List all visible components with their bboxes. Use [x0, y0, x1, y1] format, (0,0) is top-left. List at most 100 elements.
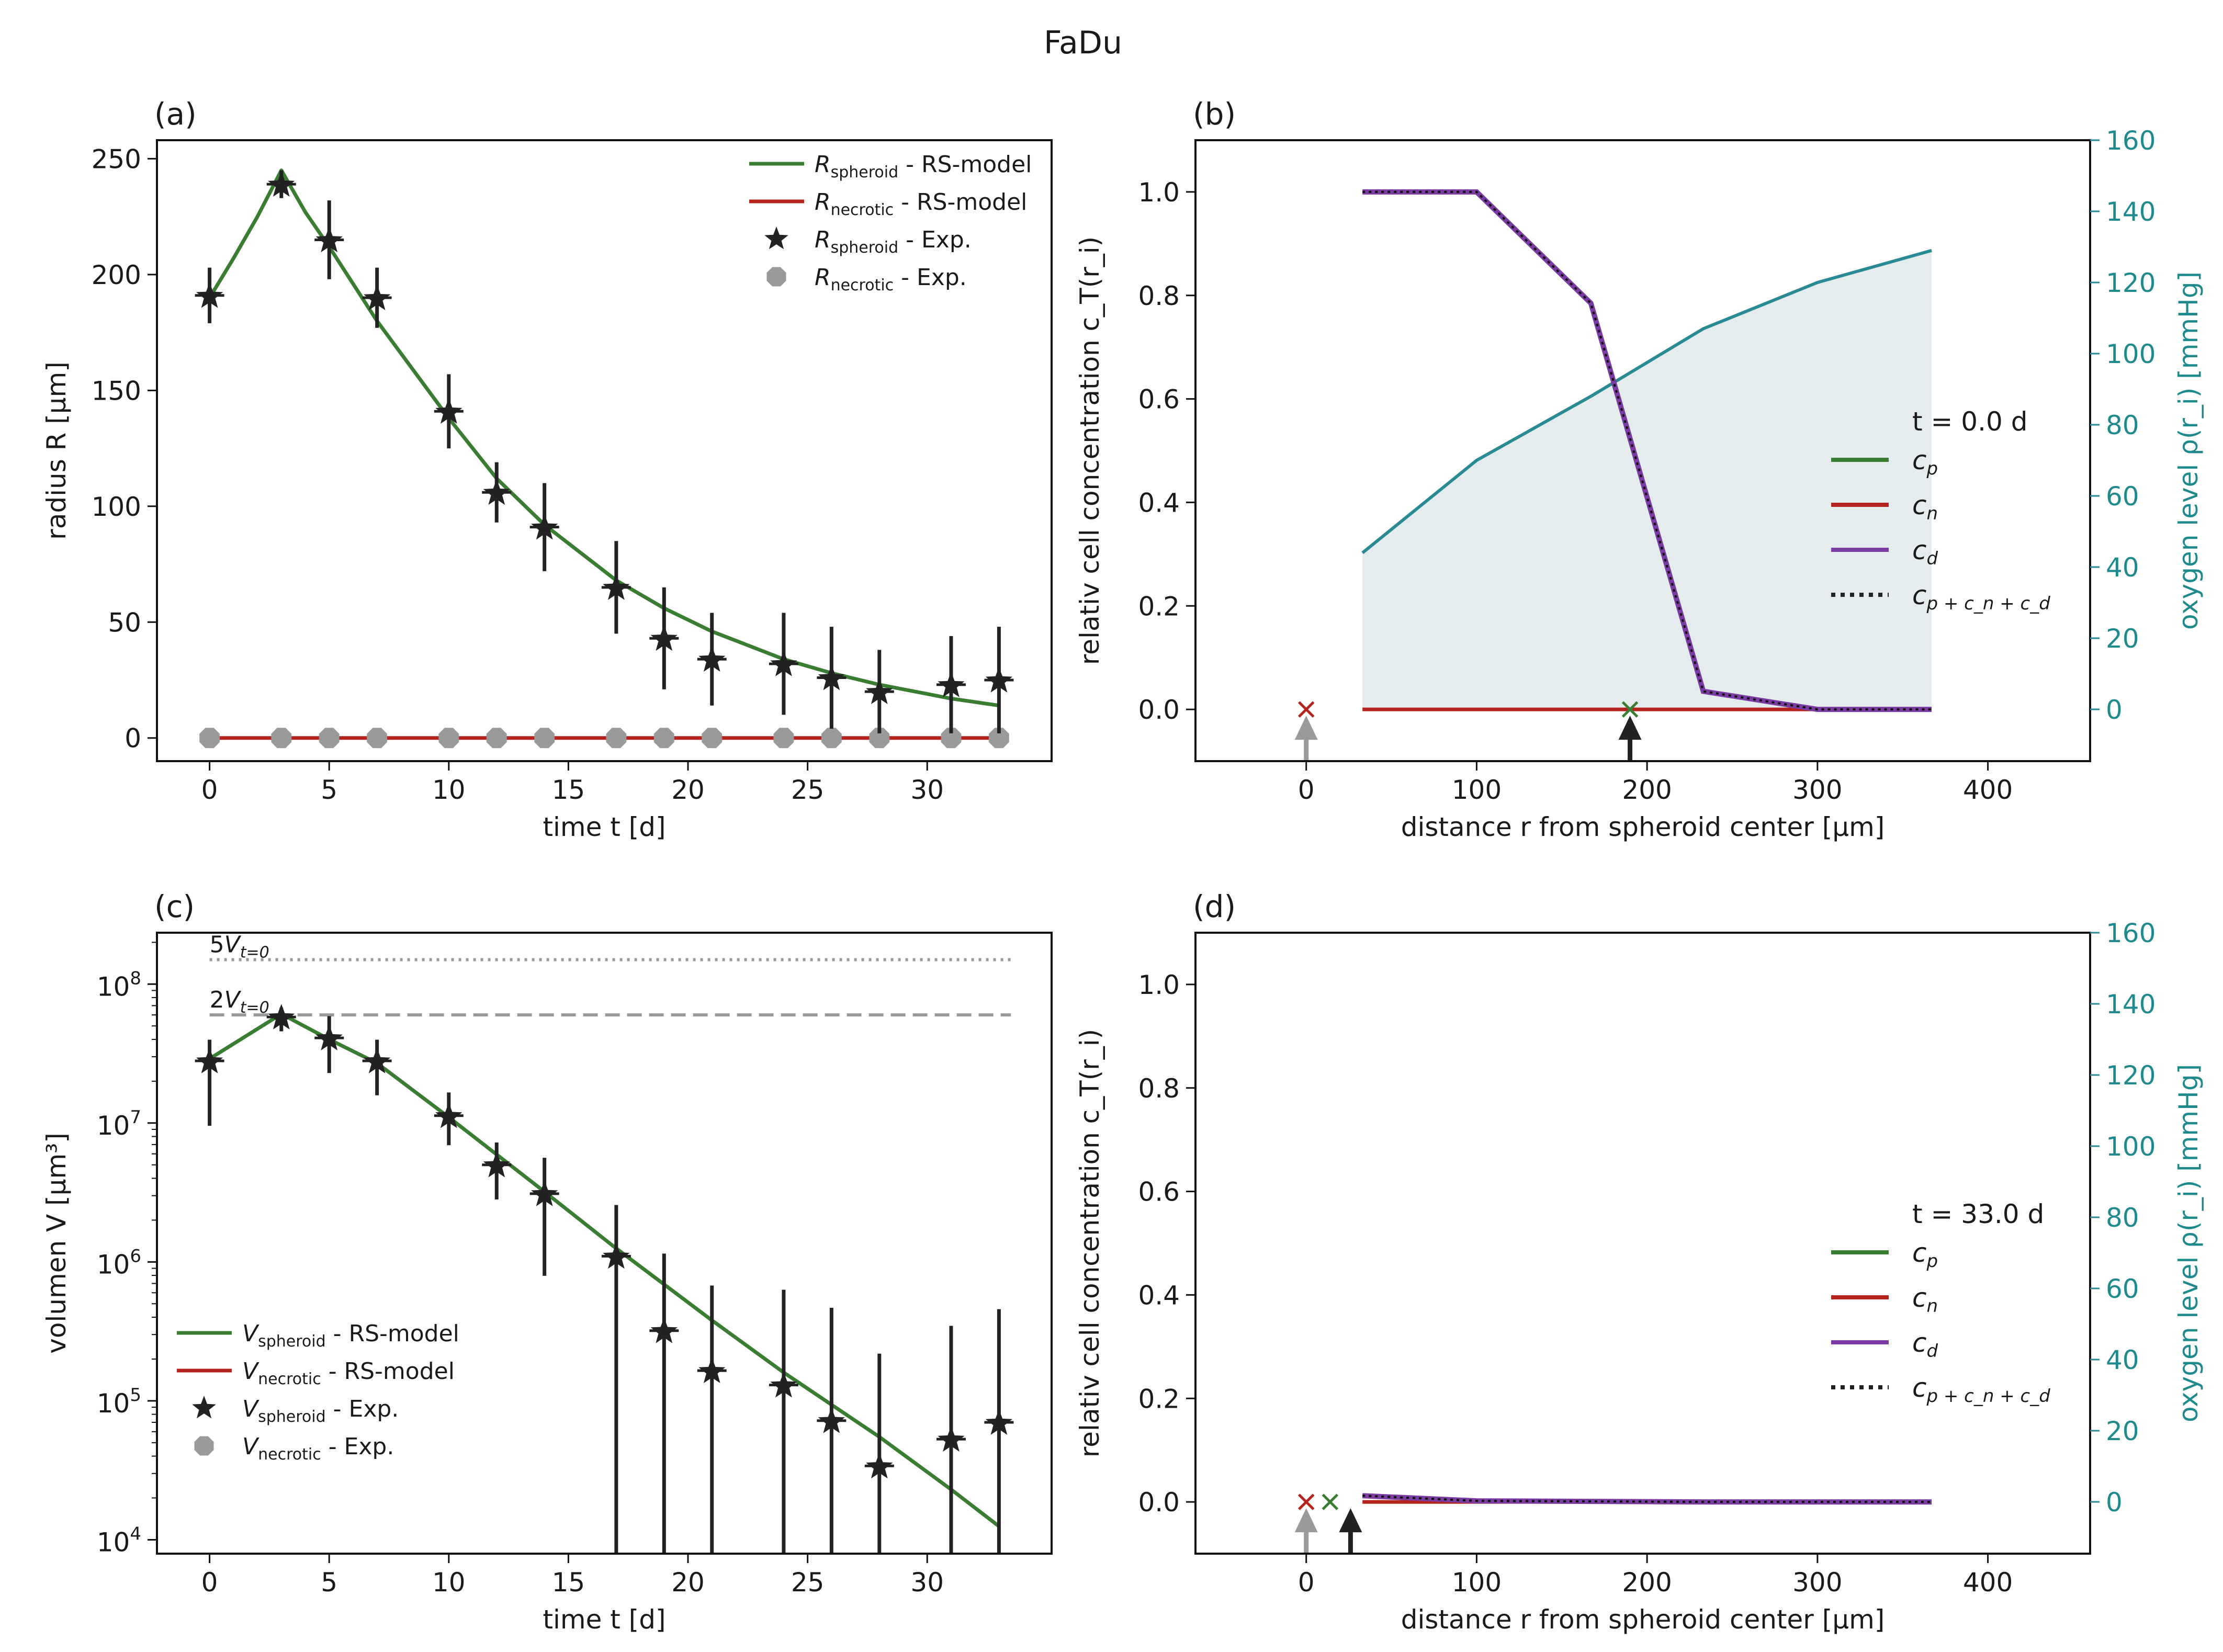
- legend-entry: Vspheroid - RS-model: [242, 1320, 459, 1351]
- panel-a: (a) 0 5 10 15 20 25 30 0 50 100 150 200 250 time t [d]…: [41, 96, 1053, 842]
- necrotic-exp-point: [486, 728, 507, 749]
- x-tick-label: 30: [910, 775, 944, 805]
- y-tick-label: 1.0: [1138, 177, 1180, 208]
- spheroid-exp-point: [866, 1453, 893, 1479]
- y-tick-label: 0.2: [1138, 1384, 1180, 1414]
- necrotic-exp-point: [821, 728, 842, 749]
- spheroid-exp-point: [818, 664, 845, 691]
- spheroid-exp-point: [866, 678, 893, 704]
- legend-entry: cn: [1912, 1283, 1938, 1317]
- spheroid-exp-point: [770, 651, 797, 676]
- legend: Vspheroid - RS-model Vnecrotic - RS-model…: [177, 1320, 459, 1464]
- y-tick-label: 0.4: [1138, 1280, 1180, 1310]
- x-tick-label: 300: [1792, 775, 1842, 805]
- x-tick-label: 30: [910, 1567, 944, 1598]
- spheroid-exp-point: [985, 667, 1013, 693]
- legend-entry: Vspheroid - Exp.: [242, 1396, 399, 1426]
- y-axis-label: relativ cell concentration c_T(r_i): [1075, 236, 1105, 665]
- y2-tick-label: 80: [2106, 1203, 2139, 1233]
- x-tick-label: 0: [1298, 1567, 1315, 1598]
- spheroid-exp-point: [531, 514, 558, 540]
- y-axis-label: relativ cell concentration c_T(r_i): [1075, 1029, 1105, 1457]
- reference-line-label: 2Vt=0: [210, 987, 269, 1017]
- necrotic-exp-point: [653, 728, 674, 749]
- y2-tick-label: 100: [2106, 339, 2156, 369]
- necrotic-exp-point: [199, 728, 220, 749]
- y-axis-label: volumen V [μm³]: [41, 1133, 72, 1354]
- x-marker: [1322, 1493, 1339, 1510]
- x-tick-label: 10: [432, 1567, 466, 1598]
- spheroid-exp-point: [770, 1372, 797, 1398]
- y2-tick-label: 0: [2106, 695, 2123, 725]
- necrotic-exp-point: [702, 728, 723, 749]
- necrotic-exp-point: [773, 728, 794, 749]
- necrotic-exp-point: [869, 728, 890, 749]
- y2-axis-label: oxygen level ρ(r_i) [mmHg]: [2173, 271, 2204, 630]
- panel-d: (d) 0 100 200 300 400 0.0 0.2 0.4 0.6 0.8 1.0 0 20 40 6…: [1075, 889, 2204, 1635]
- spheroid-exp-point: [818, 1407, 845, 1433]
- x-tick-label: 400: [1963, 775, 2013, 805]
- panel-label: (c): [154, 889, 195, 924]
- y-tick-label: 100: [92, 492, 141, 522]
- x-axis-label: distance r from spheroid center [μm]: [1401, 1604, 1885, 1635]
- spheroid-exp-point: [364, 285, 391, 310]
- y2-tick-label: 160: [2106, 918, 2156, 948]
- spheroid-exp-point: [268, 171, 295, 197]
- panel-b: (b) 0 100 200 300 400 0.0 0.2 0.4 0.6 0.8 1.0 0 20 40 6…: [1075, 96, 2204, 842]
- reference-line-label: 5Vt=0: [210, 931, 269, 961]
- legend-entry: Vnecrotic - Exp.: [242, 1433, 394, 1464]
- c-sum-line: [1362, 190, 1932, 711]
- y2-tick-label: 20: [2106, 1416, 2139, 1446]
- spheroid-exp-point: [483, 479, 510, 505]
- y2-tick-label: 140: [2106, 989, 2156, 1020]
- x-tick-label: 5: [321, 775, 337, 805]
- x-tick-label: 25: [791, 775, 825, 805]
- legend: t = 33.0 d cp cn cd cp + c_n + c_d: [1831, 1199, 2050, 1407]
- c-sum-line: [1362, 1495, 1932, 1503]
- legend: Rspheroid - RS-model Rnecrotic - RS-model…: [749, 151, 1032, 295]
- y2-tick-label: 0: [2106, 1487, 2123, 1518]
- spheroid-exp-point: [483, 1151, 510, 1178]
- x-tick-label: 15: [552, 1567, 585, 1598]
- y-tick-label: 0.4: [1138, 488, 1180, 518]
- necrotic-exp-point: [606, 728, 627, 749]
- legend-marker-swatch: [766, 267, 786, 287]
- panel-label: (a): [154, 96, 197, 132]
- y-tick-label: 0.6: [1138, 384, 1180, 415]
- x-marker: [1621, 701, 1639, 718]
- y-tick-label: 150: [92, 376, 141, 406]
- x-tick-label: 400: [1963, 1567, 2013, 1598]
- x-tick-label: 100: [1452, 775, 1502, 805]
- axes-frame: [1194, 139, 2091, 762]
- time-label: t = 33.0 d: [1912, 1199, 2044, 1229]
- y2-tick-label: 80: [2106, 410, 2139, 440]
- y-tick-label: 0.8: [1138, 281, 1180, 311]
- necrotic-exp-point: [367, 728, 387, 749]
- x-tick-label: 0: [201, 775, 218, 805]
- legend-star-swatch: [764, 227, 788, 250]
- spheroid-exp-point: [435, 398, 462, 424]
- y2-tick-label: 40: [2106, 552, 2139, 583]
- spheroid-exp-point: [603, 1243, 630, 1269]
- x-marker: [1297, 701, 1315, 718]
- necrotic-exp-point: [319, 728, 340, 749]
- y2-tick-label: 140: [2106, 197, 2156, 227]
- legend-entry: Rspheroid - RS-model: [815, 151, 1032, 182]
- radius-arrow-head: [1294, 1508, 1318, 1533]
- x-tick-label: 15: [552, 775, 585, 805]
- y2-axis-label: oxygen level ρ(r_i) [mmHg]: [2173, 1064, 2204, 1422]
- time-label: t = 0.0 d: [1912, 406, 2027, 437]
- axes-frame: [1194, 932, 2091, 1555]
- y-tick-label: 0.2: [1138, 591, 1180, 621]
- panel-c: (c) 5Vt=0 2Vt=0 0 5 10 15 20 25 30 104 105 106 107 108…: [41, 889, 1053, 1635]
- spheroid-exp-point: [603, 574, 630, 600]
- spheroid-exp-point: [268, 1004, 295, 1029]
- oxygen-line: [1361, 248, 1932, 555]
- y2-tick-label: 160: [2106, 126, 2156, 156]
- y-tick-label: 0.8: [1138, 1073, 1180, 1104]
- y2-tick-label: 100: [2106, 1131, 2156, 1162]
- spheroid-exp-point: [698, 1357, 726, 1383]
- spheroid-exp-point: [315, 227, 343, 253]
- legend-entry: cd: [1912, 535, 1938, 569]
- figure-title: FaDu: [1044, 25, 1122, 61]
